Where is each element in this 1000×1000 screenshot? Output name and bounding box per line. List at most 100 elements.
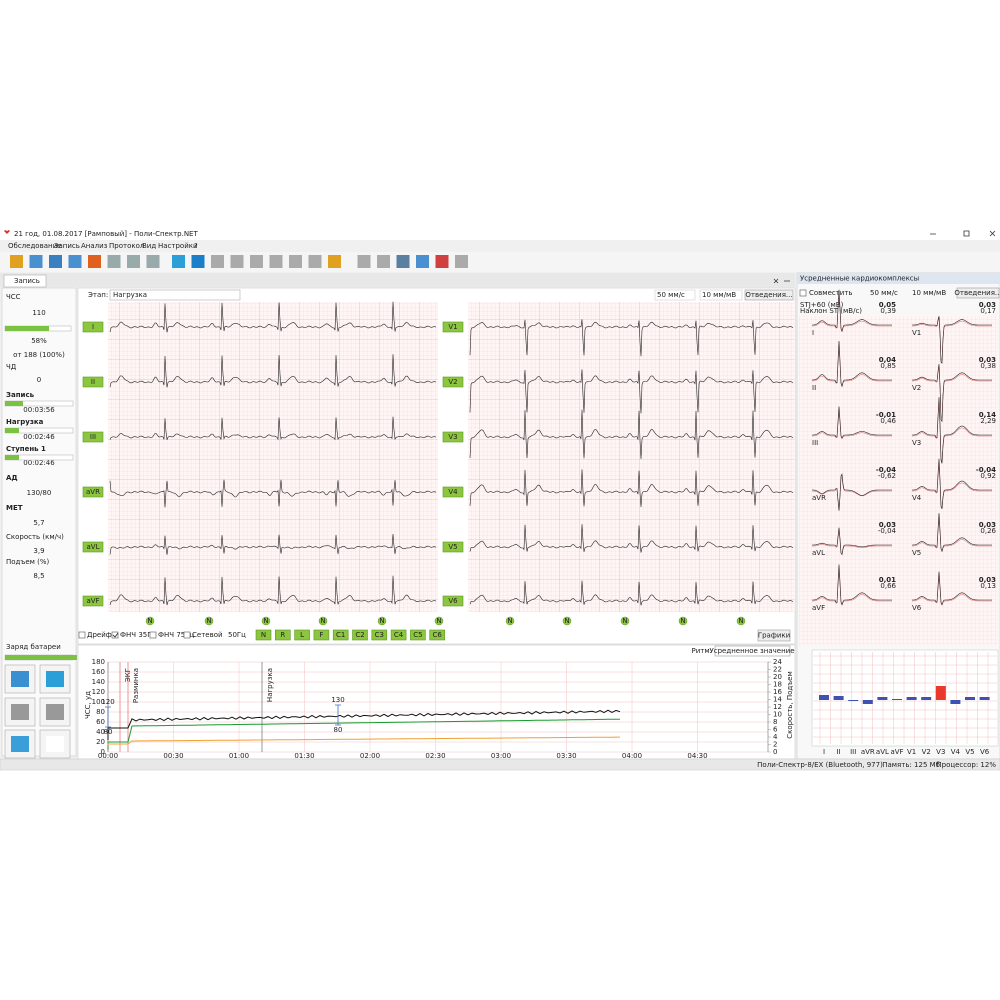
- toolbar-button[interactable]: [172, 255, 185, 268]
- menu-item[interactable]: Протокол: [109, 242, 144, 250]
- channel-label[interactable]: F: [319, 631, 323, 639]
- toolbar-button[interactable]: [289, 255, 302, 268]
- channel-button[interactable]: [294, 629, 310, 641]
- toolbar-button[interactable]: [191, 255, 205, 268]
- channel-label[interactable]: L: [300, 631, 304, 639]
- gain[interactable]: 10 мм/мВ: [702, 291, 736, 299]
- checkbox[interactable]: [78, 631, 86, 639]
- menu-item[interactable]: Настройки: [158, 242, 198, 250]
- lead-label[interactable]: V5: [448, 543, 457, 551]
- channel-button[interactable]: [390, 629, 407, 641]
- lead-button[interactable]: [442, 595, 464, 607]
- rhythm-value[interactable]: Усредненное значение: [709, 647, 794, 655]
- channel-label[interactable]: C5: [413, 631, 422, 639]
- toolbar-button[interactable]: [416, 255, 429, 268]
- checkbox[interactable]: [149, 631, 157, 639]
- leads-button[interactable]: Отведения...: [954, 289, 1000, 297]
- toolbar-button[interactable]: [435, 255, 449, 268]
- toolbar-button[interactable]: [396, 255, 410, 268]
- speed-select[interactable]: [654, 289, 696, 301]
- channel-button[interactable]: [352, 629, 368, 641]
- lead-button[interactable]: [442, 431, 464, 443]
- lead-label[interactable]: III: [90, 433, 96, 441]
- filter-label[interactable]: Дрейф: [87, 631, 112, 639]
- menu-item[interactable]: Анализ: [81, 242, 108, 250]
- channel-button[interactable]: [332, 629, 349, 641]
- channel-label[interactable]: C6: [433, 631, 443, 639]
- rhythm-select[interactable]: [714, 645, 791, 657]
- speed[interactable]: 50 мм/с: [657, 291, 685, 299]
- toolbar-button[interactable]: [29, 255, 43, 268]
- toolbar-button[interactable]: [328, 255, 341, 268]
- stage-select[interactable]: [109, 289, 241, 301]
- channel-label[interactable]: C2: [355, 631, 364, 639]
- button[interactable]: [956, 287, 1000, 299]
- lead-label[interactable]: V4: [448, 488, 458, 496]
- lead-button[interactable]: [82, 486, 104, 498]
- button[interactable]: [744, 289, 794, 301]
- channel-label[interactable]: C4: [394, 631, 404, 639]
- button[interactable]: [757, 629, 791, 642]
- combine[interactable]: Совместить: [809, 289, 853, 297]
- toolbar-button[interactable]: [269, 255, 283, 268]
- menu-item[interactable]: Запись: [54, 242, 80, 250]
- lead-label[interactable]: aVL: [87, 543, 100, 551]
- lead-button[interactable]: [442, 376, 464, 388]
- channel-button[interactable]: [255, 629, 272, 641]
- checkbox[interactable]: [799, 289, 807, 297]
- action-button[interactable]: [39, 697, 71, 727]
- lead-label[interactable]: aVR: [86, 488, 100, 496]
- toolbar-button[interactable]: [455, 255, 468, 268]
- lead-button[interactable]: [82, 541, 104, 553]
- leads-button[interactable]: Отведения...: [745, 291, 792, 299]
- toolbar-button[interactable]: [250, 255, 263, 268]
- filter-label[interactable]: ФНЧ 35Гц: [120, 631, 156, 639]
- channel-button[interactable]: [410, 629, 426, 641]
- window-controls[interactable]: [930, 230, 996, 237]
- lead-label[interactable]: V2: [448, 378, 457, 386]
- channel-button[interactable]: [274, 629, 291, 641]
- channel-button[interactable]: [429, 629, 446, 641]
- graphs-button[interactable]: Графики: [758, 632, 790, 640]
- toolbar-button[interactable]: [49, 255, 62, 268]
- toolbar-button[interactable]: [230, 255, 244, 268]
- checkbox[interactable]: [183, 631, 191, 639]
- lead-button[interactable]: [442, 321, 464, 333]
- lead-label[interactable]: aVF: [86, 597, 99, 605]
- menu-item[interactable]: Обследование: [8, 242, 61, 250]
- menu-item[interactable]: Вид: [142, 242, 156, 250]
- menu-item[interactable]: ?: [194, 242, 198, 250]
- channel-button[interactable]: [371, 629, 388, 641]
- lead-button[interactable]: [82, 431, 104, 443]
- toolbar-button[interactable]: [107, 255, 121, 268]
- toolbar-button[interactable]: [357, 255, 371, 268]
- stage-value[interactable]: Нагрузка: [113, 291, 147, 299]
- channel-label[interactable]: C3: [375, 631, 384, 639]
- speed[interactable]: 50 мм/с: [870, 289, 898, 297]
- gain[interactable]: 10 мм/мВ: [912, 289, 946, 297]
- toolbar-button[interactable]: [88, 255, 101, 268]
- mains[interactable]: 50Гц: [228, 631, 246, 639]
- channel-label[interactable]: N: [261, 631, 266, 639]
- channel-label[interactable]: R: [280, 631, 285, 639]
- filter-label[interactable]: Сетевой: [192, 631, 223, 639]
- filter-label[interactable]: ФНЧ 75Гц: [158, 631, 194, 639]
- toolbar-button[interactable]: [127, 255, 140, 268]
- lead-button[interactable]: [442, 541, 464, 553]
- lead-label[interactable]: V6: [448, 597, 458, 605]
- channel-label[interactable]: C1: [336, 631, 345, 639]
- channel-button[interactable]: [313, 629, 330, 641]
- lead-button[interactable]: [82, 321, 104, 333]
- toolbar-button[interactable]: [211, 255, 224, 268]
- lead-label[interactable]: II: [91, 378, 95, 386]
- toolbar-button[interactable]: [68, 255, 82, 268]
- lead-label[interactable]: I: [92, 323, 94, 331]
- lead-button[interactable]: [82, 595, 104, 607]
- toolbar-button[interactable]: [10, 255, 23, 268]
- gain-select[interactable]: [699, 289, 743, 301]
- lead-label[interactable]: V1: [448, 323, 457, 331]
- toolbar-button[interactable]: [377, 255, 390, 268]
- toolbar-button[interactable]: [146, 255, 160, 268]
- toolbar-button[interactable]: [308, 255, 322, 268]
- lead-button[interactable]: [82, 376, 104, 388]
